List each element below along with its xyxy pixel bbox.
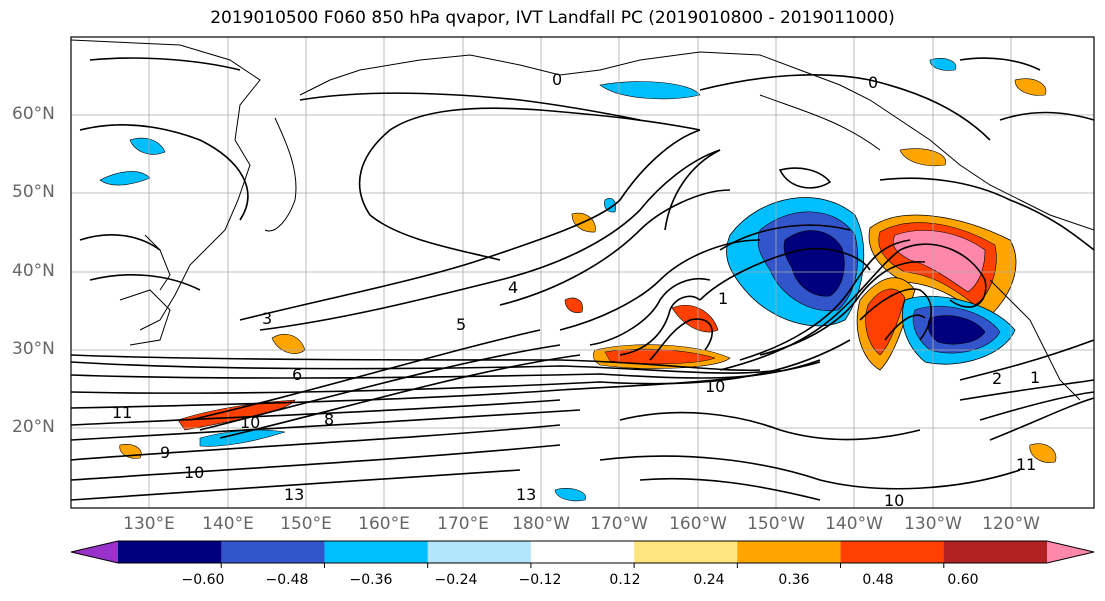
lat-label-30n: 30°N — [12, 339, 55, 359]
lat-label-60n: 60°N — [12, 104, 55, 124]
lon-label-170e: 170°E — [437, 514, 489, 534]
colorbar-tick-label: −0.24 — [434, 572, 478, 588]
colorbar-segment — [324, 541, 429, 563]
lat-label-50n: 50°N — [12, 182, 55, 202]
lon-label-180w: 180°W — [512, 514, 570, 534]
contour-label: 13 — [516, 485, 536, 504]
contour-label: 6 — [292, 365, 302, 384]
colorbar-segment — [943, 541, 1048, 563]
colorbar-tick-label: −0.36 — [349, 572, 393, 588]
ivt-contours — [71, 57, 1094, 501]
colorbar-tick-label: −0.48 — [265, 572, 309, 588]
contour-label: 13 — [284, 485, 304, 504]
contour-label: 0 — [552, 70, 562, 89]
lon-label-140e: 140°E — [202, 514, 254, 534]
lon-label-160e: 160°E — [358, 514, 410, 534]
contour-label: 11 — [112, 403, 132, 422]
colorbar-extend-min — [71, 541, 118, 563]
contour-label: 4 — [508, 278, 518, 297]
colorbar-tick-label: 0.48 — [862, 572, 894, 588]
coastlines — [71, 39, 1094, 401]
contour-label: 10 — [184, 463, 204, 482]
colorbar-segment — [221, 541, 325, 563]
contour-label: 5 — [456, 315, 466, 334]
contour-label: 10 — [705, 377, 725, 396]
contour-label: 1 — [1030, 368, 1040, 387]
contour-label: 9 — [160, 443, 170, 462]
lon-label-130w: 130°W — [904, 514, 962, 534]
lon-label-130e: 130°E — [123, 514, 175, 534]
colorbar — [70, 540, 1095, 568]
lon-label-160w: 160°W — [669, 514, 727, 534]
lon-label-150w: 150°W — [747, 514, 805, 534]
colorbar-segment — [530, 541, 635, 563]
colorbar-segment — [634, 541, 738, 563]
colorbar-tick-label: 0.12 — [609, 572, 641, 588]
contour-label: 10 — [240, 413, 260, 432]
contour-labels: 0 0 1 1 2 3 4 5 6 8 9 10 10 10 10 11 11 … — [112, 70, 1040, 510]
lat-label-20n: 20°N — [12, 417, 55, 437]
contour-label: 3 — [262, 309, 272, 328]
colorbar-tick-label: 0.36 — [778, 572, 810, 588]
lon-label-150e: 150°E — [280, 514, 332, 534]
colorbar-tick-label: 0.24 — [693, 572, 725, 588]
map-title: 2019010500 F060 850 hPa qvapor, IVT Land… — [210, 8, 895, 28]
colorbar-extend-max — [1047, 541, 1094, 563]
colorbar-tick-label: −0.60 — [181, 572, 225, 588]
contour-label: 8 — [324, 410, 334, 429]
contour-label: 2 — [992, 369, 1002, 388]
lon-label-170w: 170°W — [590, 514, 648, 534]
contour-label: 0 — [868, 73, 878, 92]
lon-label-120w: 120°W — [982, 514, 1040, 534]
colorbar-tick-label: 0.60 — [947, 572, 979, 588]
lat-label-40n: 40°N — [12, 261, 55, 281]
map-frame — [70, 36, 1095, 509]
colorbar-tick-label: −0.12 — [518, 572, 562, 588]
colorbar-segment — [427, 541, 532, 563]
colorbar-segment — [118, 541, 222, 563]
contour-label: 1 — [718, 289, 728, 308]
contour-label: 10 — [884, 491, 904, 510]
colorbar-segment — [840, 541, 945, 563]
colorbar-outline — [70, 540, 1095, 564]
colorbar-segment — [737, 541, 842, 563]
map-plot-area: 0 0 1 1 2 3 4 5 6 8 9 10 10 10 10 11 11 … — [71, 37, 1094, 510]
contour-label: 11 — [1016, 455, 1036, 474]
lon-label-140w: 140°W — [825, 514, 883, 534]
